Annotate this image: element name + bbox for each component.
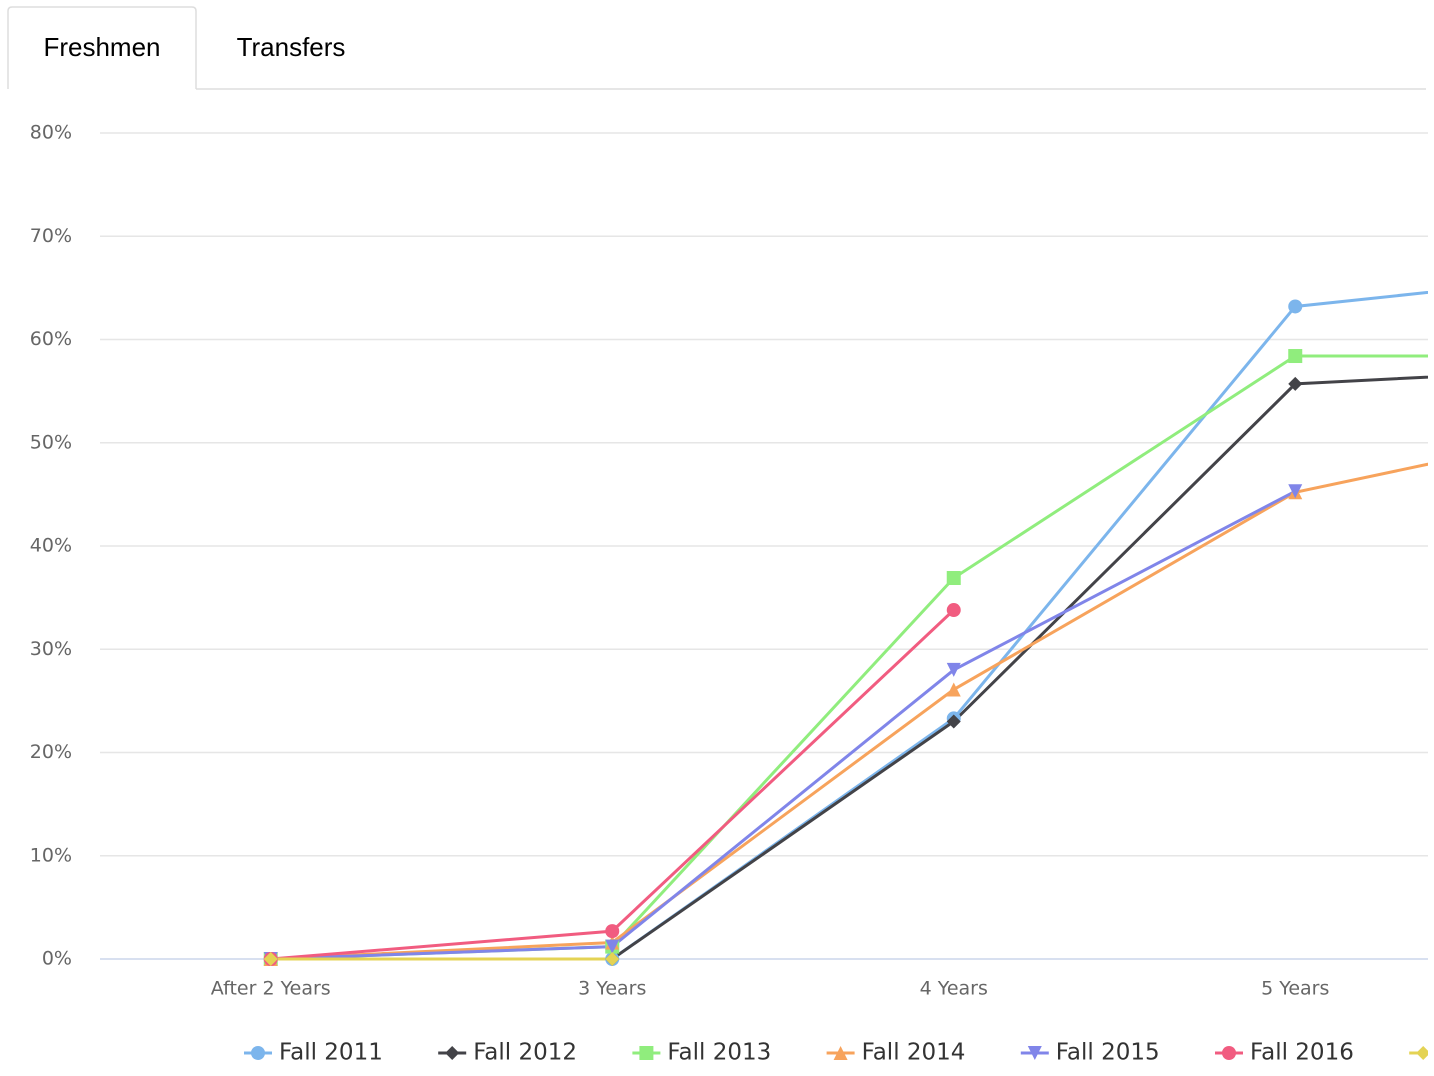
marker xyxy=(946,571,961,586)
tab[interactable]: Freshmen xyxy=(43,32,160,62)
marker xyxy=(1288,349,1303,364)
marker xyxy=(251,1046,265,1060)
marker xyxy=(946,603,961,618)
y-tick-label: 50% xyxy=(30,431,72,453)
legend-label[interactable]: Fall 2015 xyxy=(1056,1040,1160,1066)
marker xyxy=(263,952,278,966)
marker xyxy=(946,662,961,677)
tab[interactable]: Transfers xyxy=(237,32,346,62)
y-tick-label: 80% xyxy=(30,122,72,144)
marker xyxy=(1288,299,1303,314)
x-tick-label: 5 Years xyxy=(1261,978,1329,1000)
marker xyxy=(946,682,961,697)
y-tick-label: 0% xyxy=(42,948,72,970)
y-tick-label: 70% xyxy=(30,225,72,247)
legend-label[interactable]: Fall 2016 xyxy=(1250,1040,1354,1066)
marker xyxy=(639,1046,654,1060)
legend: Fall 2011 Fall 2012 Fall 2013 Fall 2014 Fall… xyxy=(244,1040,1428,1066)
x-tick-label: 3 Years xyxy=(578,978,646,1000)
y-tick-label: 10% xyxy=(30,844,72,866)
marker xyxy=(605,939,620,954)
y-tick-label: 30% xyxy=(30,638,72,660)
active-tab[interactable] xyxy=(7,6,197,89)
marker xyxy=(605,952,620,966)
marker xyxy=(1288,484,1303,499)
marker xyxy=(833,1046,848,1060)
marker xyxy=(1027,1046,1042,1060)
x-tick-label: 4 Years xyxy=(920,978,988,1000)
x-tick-label: After 2 Years xyxy=(211,978,331,1000)
legend-label[interactable]: Fall 2014 xyxy=(862,1040,966,1066)
marker xyxy=(946,714,961,729)
series-line xyxy=(270,608,955,961)
marker xyxy=(1288,376,1303,391)
marker xyxy=(605,924,620,939)
legend-label[interactable]: Fall 2013 xyxy=(667,1040,771,1066)
legend-label[interactable]: Fall 2012 xyxy=(473,1040,577,1066)
y-tick-label: 60% xyxy=(30,328,72,350)
marker xyxy=(1222,1046,1236,1060)
marker xyxy=(445,1046,460,1060)
series-line xyxy=(270,375,1428,961)
y-tick-label: 40% xyxy=(30,535,72,557)
y-tick-label: 20% xyxy=(30,741,72,763)
legend-label[interactable]: Fall 2011 xyxy=(279,1040,383,1066)
series-line xyxy=(270,489,1296,961)
marker xyxy=(1416,1046,1428,1060)
series-line xyxy=(270,354,1428,961)
plot xyxy=(263,290,1428,966)
